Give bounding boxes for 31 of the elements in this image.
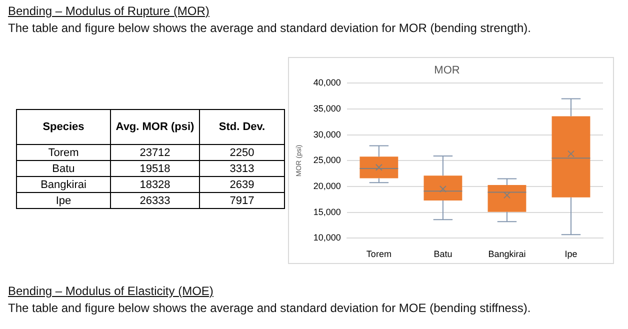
text: 3313	[200, 160, 284, 176]
text: Bending – Modulus of Elasticity (MOE)	[8, 284, 214, 298]
text: 19518	[110, 160, 200, 176]
text: 7917	[200, 192, 284, 208]
text: 2639	[200, 176, 284, 192]
text: The table and figure below shows the average and standard deviation for MOR (bending strength).	[8, 21, 531, 35]
x-tick-label: Torem	[366, 249, 392, 260]
y-tick-label: 40,000	[313, 78, 341, 88]
y-tick-label: 35,000	[313, 104, 341, 114]
category-label: Bangkirai	[40, 178, 86, 190]
text: 26333	[110, 192, 200, 208]
y-tick-label: 10,000	[313, 232, 341, 243]
category-label: Ipe	[56, 194, 72, 206]
text: 18328	[110, 176, 200, 192]
text: 2250	[200, 144, 284, 160]
chart-title: MOR	[434, 64, 460, 77]
text: Bending – Modulus of Rupture (MOR)	[8, 4, 210, 18]
text: Avg. MOR (psi)	[110, 110, 200, 144]
category-label: Batu	[52, 162, 75, 174]
text: Species	[16, 110, 110, 144]
x-tick-label: Ipe	[564, 249, 578, 260]
x-tick-label: Batu	[434, 249, 452, 260]
y-tick-label: 30,000	[313, 129, 341, 140]
y-tick-label: 20,000	[313, 181, 341, 192]
text: 23712	[110, 144, 200, 160]
text: The table and figure below shows the average and standard deviation for MOE (bending stiffness).	[8, 301, 531, 315]
y-tick-label: 15,000	[313, 206, 341, 217]
x-tick-label: Bangkirai	[488, 249, 526, 260]
text: Std. Dev.	[200, 110, 284, 144]
category-label: Torem	[48, 146, 79, 158]
y-tick-label: 25,000	[313, 155, 341, 166]
